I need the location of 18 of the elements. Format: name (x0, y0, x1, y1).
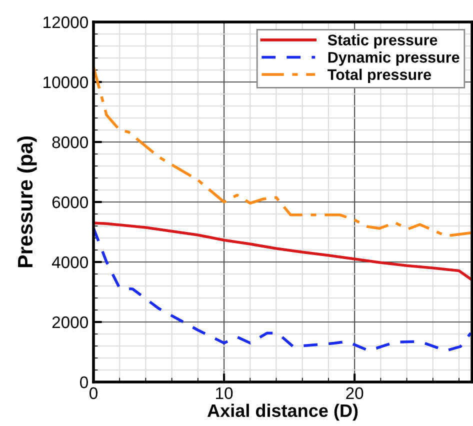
legend-label: Static pressure (328, 34, 438, 48)
line-series (94, 222, 472, 282)
y-tick-label: 4000 (52, 256, 88, 268)
line-series (94, 226, 472, 352)
y-tick-label: 10000 (44, 76, 88, 88)
y-axis-title: Pressure (pa) (17, 136, 37, 268)
y-tick-label: 0 (80, 376, 88, 388)
y-tick-label: 8000 (52, 136, 88, 148)
y-tick-label: 6000 (52, 196, 88, 208)
x-tick-label: 20 (346, 387, 364, 400)
x-axis-title: Axial distance (D) (207, 404, 358, 421)
x-tick-label: 0 (90, 387, 98, 400)
legend-label: Dynamic pressure (328, 52, 460, 66)
x-tick-label: 10 (216, 387, 233, 400)
y-tick-label: 2000 (52, 316, 88, 328)
line-series (94, 66, 472, 238)
y-tick-label: 12000 (44, 16, 88, 28)
legend-label: Total pressure (328, 68, 431, 84)
